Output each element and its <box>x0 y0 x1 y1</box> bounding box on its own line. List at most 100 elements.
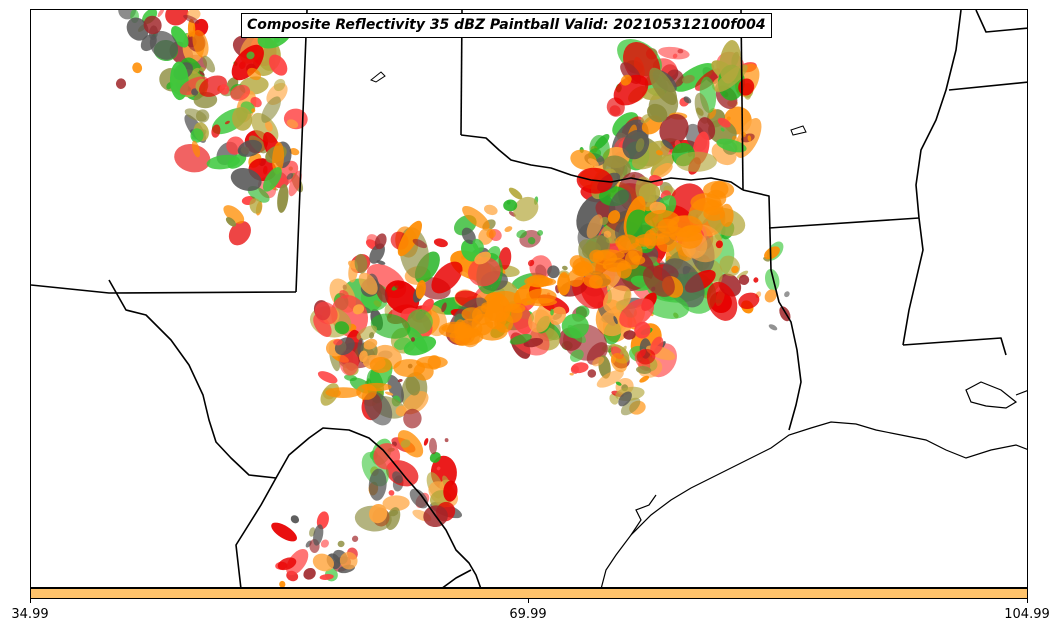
reflectivity-blob <box>191 140 201 158</box>
reflectivity-blob <box>710 181 729 198</box>
reflectivity-blob <box>569 372 574 376</box>
reflectivity-blob <box>460 271 469 278</box>
state-borders <box>31 10 1027 587</box>
reflectivity-blob <box>610 352 628 373</box>
reflectivity-blob <box>268 54 288 76</box>
reflectivity-blob <box>503 199 518 212</box>
reflectivity-blob <box>191 88 199 96</box>
reflectivity-blob <box>620 397 641 416</box>
reflectivity-blob <box>537 229 544 236</box>
reflectivity-blob <box>658 46 690 60</box>
reflectivity-blob <box>230 84 251 101</box>
lakes <box>370 71 807 136</box>
reflectivity-blob <box>388 490 395 496</box>
reflectivity-blob <box>656 231 677 252</box>
reflectivity-blob <box>223 205 245 224</box>
reflectivity-blob <box>433 238 448 248</box>
reflectivity-blob <box>415 280 426 299</box>
reflectivity-blob <box>444 438 449 443</box>
reflectivity-blob <box>619 298 655 328</box>
reflectivity-blob <box>508 187 523 200</box>
reflectivity-blob <box>768 324 778 331</box>
reflectivity-blob <box>395 405 407 417</box>
reflectivity-blob <box>586 214 603 239</box>
reflectivity-blob <box>474 251 491 265</box>
reflectivity-blob <box>583 272 612 289</box>
colorbar-label-mid: 69.99 <box>509 607 547 622</box>
reflectivity-blob <box>397 430 424 458</box>
reflectivity-blob <box>461 227 476 245</box>
reflectivity-blob <box>192 29 209 58</box>
reflectivity-blob <box>392 471 403 484</box>
colorbar-tick-min <box>30 599 31 603</box>
border-texas-rio-grande <box>108 279 482 587</box>
reflectivity-blob <box>376 260 386 265</box>
reflectivity-blob <box>717 117 731 128</box>
reflectivity-blob <box>533 277 557 287</box>
reflectivity-blob <box>471 313 493 336</box>
reflectivity-blob <box>504 226 513 233</box>
reflectivity-blob <box>265 120 273 132</box>
reflectivity-blob <box>143 15 162 35</box>
reflectivity-blob <box>620 345 627 356</box>
reflectivity-blob <box>603 262 631 271</box>
reflectivity-blob <box>570 149 597 170</box>
reflectivity-blob <box>603 230 612 239</box>
reflectivity-blob <box>716 138 747 153</box>
reflectivity-blob <box>667 215 703 238</box>
reflectivity-blob <box>683 96 692 104</box>
reflectivity-blob <box>454 334 470 346</box>
reflectivity-blob <box>589 249 604 263</box>
reflectivity-blob <box>483 204 498 216</box>
reflectivity-blob <box>184 108 207 122</box>
reflectivity-blob <box>384 391 394 396</box>
reflectivity-blob <box>333 339 343 346</box>
reflectivity-blob <box>320 539 329 548</box>
reflectivity-blob <box>171 26 189 48</box>
reflectivity-blob <box>571 362 589 374</box>
reflectivity-blob <box>428 437 438 455</box>
reflectivity-blob <box>149 30 178 60</box>
reflectivity-blob <box>649 67 678 106</box>
reflectivity-blob <box>132 62 143 74</box>
reflectivity-blob <box>374 233 387 250</box>
reflectivity-blob <box>675 151 717 172</box>
map-canvas <box>31 10 1027 587</box>
reflectivity-blob <box>352 304 365 315</box>
reflectivity-blob <box>694 92 710 124</box>
reflectivity-blob <box>231 44 264 81</box>
reflectivity-blob <box>249 198 262 214</box>
reflectivity-blob <box>237 139 263 157</box>
reflectivity-blob <box>174 144 211 173</box>
reflectivity-blob <box>462 206 490 230</box>
reflectivity-blob <box>443 480 458 502</box>
reflectivity-blob <box>587 158 599 167</box>
reflectivity-blob <box>288 170 302 197</box>
reflectivity-blob <box>397 220 422 257</box>
reflectivity-blob <box>764 289 777 303</box>
reflectivity-blob <box>312 553 335 572</box>
reflectivity-blob <box>363 338 378 350</box>
border-tn <box>948 81 1027 91</box>
reflectivity-blob <box>183 14 200 24</box>
reflectivity-blob <box>509 333 532 345</box>
reflectivity-blob <box>747 135 752 142</box>
border-tx-la <box>742 189 802 431</box>
reflectivity-blob <box>623 330 636 340</box>
colorbar-label-min: 34.99 <box>11 607 49 622</box>
reflectivity-blob <box>706 281 738 321</box>
reflectivity-blob <box>337 540 345 548</box>
reflectivity-blob <box>407 326 428 353</box>
colorbar-tick-mid <box>528 599 529 603</box>
border-nm-south <box>31 284 297 294</box>
reflectivity-blob <box>351 535 359 542</box>
reflectivity-blob <box>529 255 553 280</box>
reflectivity-blob <box>569 255 585 270</box>
reflectivity-blob <box>370 313 411 339</box>
reflectivity-blob <box>596 369 624 388</box>
reflectivity-blob <box>547 265 560 279</box>
reflectivity-blob <box>617 235 631 254</box>
reflectivity-blob <box>225 217 237 227</box>
reflectivity-blob <box>423 438 429 446</box>
reflectivity-blob <box>202 55 216 73</box>
